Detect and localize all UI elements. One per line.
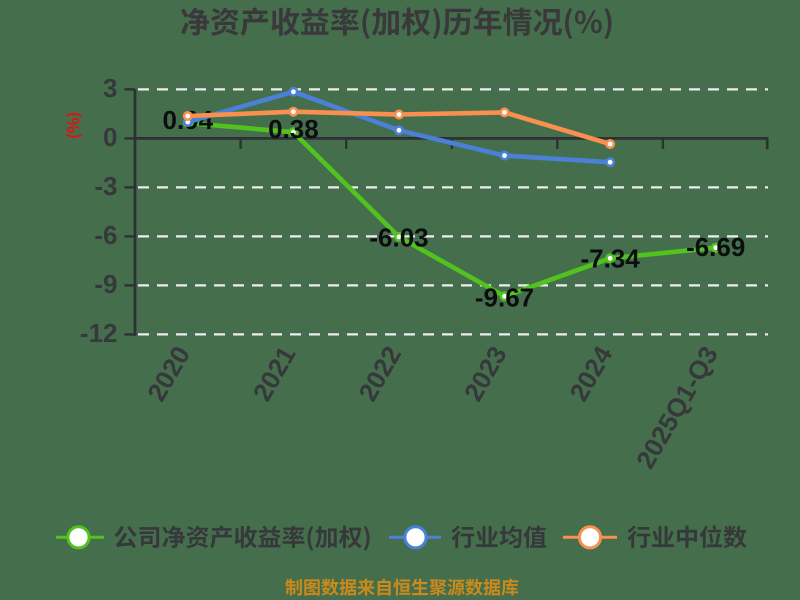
svg-text:-12: -12 [80, 318, 118, 348]
svg-text:-9: -9 [94, 269, 117, 299]
svg-text:-9.67: -9.67 [475, 282, 534, 312]
svg-text:0: 0 [103, 122, 117, 152]
svg-text:-7.34: -7.34 [580, 244, 640, 274]
svg-text:-6.69: -6.69 [686, 232, 745, 262]
svg-text:-3: -3 [94, 171, 117, 201]
svg-text:-6: -6 [94, 220, 117, 250]
svg-text:3: 3 [103, 73, 117, 103]
svg-text:0.38: 0.38 [268, 114, 319, 144]
svg-text:-6.03: -6.03 [369, 222, 428, 252]
